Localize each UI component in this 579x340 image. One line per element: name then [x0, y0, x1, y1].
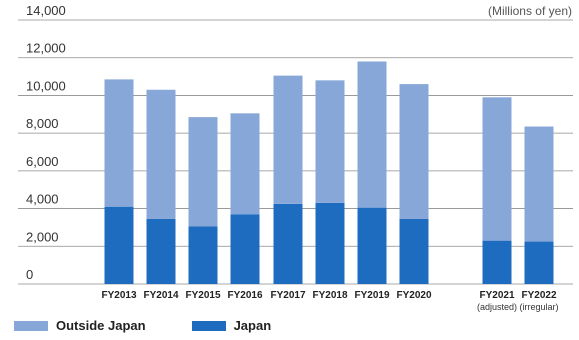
legend-swatch-outside-japan — [14, 320, 48, 331]
x-tick-label: FY2020 — [396, 290, 431, 301]
bar-outside-japan — [146, 89, 176, 219]
y-tick-label: 12,000 — [26, 41, 66, 56]
x-tick-label: FY2016 — [227, 290, 262, 301]
bar-japan — [188, 226, 218, 284]
x-tick-note: (adjusted) — [477, 302, 517, 312]
bar-japan — [357, 207, 387, 284]
x-tick-label: FY2021 — [479, 290, 514, 301]
unit-label: (Millions of yen) — [488, 4, 572, 18]
legend-item-japan: Japan — [191, 318, 272, 333]
bar-japan — [104, 206, 134, 284]
y-tick-label: 6,000 — [26, 154, 59, 169]
bar-japan — [273, 203, 303, 284]
bar-japan — [146, 218, 176, 284]
x-tick-label: FY2017 — [270, 290, 305, 301]
y-tick-label: 2,000 — [26, 229, 59, 244]
x-tick-label: FY2015 — [185, 290, 220, 301]
bar-outside-japan — [524, 126, 554, 242]
x-tick-label: FY2018 — [312, 290, 347, 301]
bar-japan — [315, 202, 345, 284]
bar-outside-japan — [230, 113, 260, 215]
y-tick-label: 10,000 — [26, 78, 66, 93]
legend-item-outside-japan: Outside Japan — [14, 318, 146, 333]
y-tick-label: 4,000 — [26, 192, 59, 207]
bar-japan — [482, 240, 512, 284]
bar-outside-japan — [357, 61, 387, 208]
bar-outside-japan — [482, 97, 512, 241]
y-tick-label: 8,000 — [26, 116, 59, 131]
bar-japan — [399, 218, 429, 284]
x-tick-label: FY2013 — [101, 290, 136, 301]
y-tick-label: 14,000 — [26, 3, 66, 18]
bar-outside-japan — [315, 80, 345, 203]
bar-outside-japan — [188, 117, 218, 227]
legend-label-outside-japan: Outside Japan — [56, 318, 146, 333]
legend-label-japan: Japan — [233, 318, 272, 333]
bar-japan — [524, 241, 554, 284]
chart-legend: Outside Japan Japan — [14, 318, 317, 333]
bar-outside-japan — [399, 84, 429, 219]
x-tick-label: FY2014 — [143, 290, 178, 301]
legend-swatch-japan — [191, 320, 226, 331]
bar-outside-japan — [273, 75, 303, 204]
x-tick-label: FY2019 — [354, 290, 389, 301]
bar-japan — [230, 214, 260, 284]
x-tick-note: (irregular) — [519, 302, 558, 312]
x-tick-label: FY2022 — [521, 290, 556, 301]
y-tick-label: 0 — [26, 267, 33, 282]
bar-outside-japan — [104, 79, 134, 207]
